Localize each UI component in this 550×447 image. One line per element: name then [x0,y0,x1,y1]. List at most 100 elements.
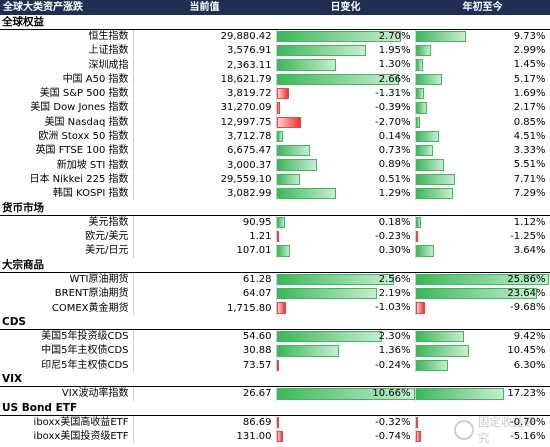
header-asset: 全球大类资产涨跌 [0,0,133,16]
daily-change-bar [276,116,302,128]
asset-name: 美元/日元 [0,243,134,259]
ytd-change-bar [415,302,426,314]
ytd-change-cell: 3.33% [415,143,550,159]
daily-change-value: 1.95% [378,45,411,57]
ytd-change-value: -5.16% [510,431,546,443]
daily-change-cell: -0.23% [276,229,416,245]
table-row: 中国 A50 指数 18,621.79 2.66% 5.17% [0,72,550,87]
ytd-change-bar [415,30,466,43]
ytd-change-bar [415,331,465,343]
daily-change-value: 0.30% [378,245,411,257]
ytd-change-cell: 9.42% [415,329,550,345]
daily-change-cell: 0.89% [276,157,416,173]
ytd-change-cell: 4.51% [415,129,550,145]
ytd-change-cell: 3.64% [415,243,550,259]
table-row: COMEX黄金期货 1,715.80 -1.03% -9.68% [0,300,550,316]
daily-change-value: -0.24% [375,359,411,371]
current-value: 29,559.10 [133,172,277,188]
ytd-change-value: 0.85% [513,116,546,128]
daily-change-cell: 1.36% [276,343,416,359]
current-value: 3,000.37 [133,157,277,173]
ytd-change-value: 5.51% [513,159,546,171]
asset-name: 印尼5年主权债CDS [0,358,134,373]
ytd-change-cell: 2.99% [415,43,550,59]
ytd-change-cell: -9.68% [415,300,550,316]
ytd-change-bar [415,102,427,114]
current-value: 3,712.78 [133,129,277,145]
table-row: 上证指数 3,576.91 1.95% 2.99% [0,43,550,59]
daily-change-bar [276,245,291,257]
daily-change-bar [276,130,283,143]
daily-change-value: 1.36% [378,345,411,357]
daily-change-value: -2.70% [375,116,411,128]
ytd-change-value: 3.64% [513,245,546,257]
current-value: 1.21 [133,229,277,245]
daily-change-cell: -0.32% [276,415,416,431]
daily-change-bar [276,359,280,371]
ytd-change-bar [415,159,444,171]
daily-change-value: -0.23% [375,230,411,242]
daily-change-value: 0.73% [378,145,411,157]
asset-name: VIX波动率指数 [0,386,134,402]
daily-change-bar [276,216,285,228]
daily-change-bar [276,145,311,157]
daily-change-cell: 0.30% [276,243,416,259]
asset-name: 美国 Dow Jones 指数 [0,100,134,116]
ytd-change-value: 2.17% [513,102,546,114]
ytd-change-bar [415,431,421,443]
table-row: BRENT原油期货 64.07 2.19% 23.64% [0,286,550,302]
daily-change-bar [276,59,337,71]
daily-change-value: -1.03% [375,302,411,314]
daily-change-value: 0.14% [378,130,411,142]
daily-change-cell: 2.56% [276,272,416,288]
header-ytd-change: 年初至今 [415,0,550,16]
daily-change-cell: 1.29% [276,186,416,202]
ytd-change-cell: 2.17% [415,100,550,116]
current-value: 64.07 [133,286,277,302]
ytd-change-cell: -1.25% [415,229,550,245]
table-row: iboxx美国投资级ETF 131.00 -0.74% -5.16% [0,429,550,445]
current-value: 29,880.42 [133,29,277,45]
table-row: 美国 Nasdaq 指数 12,997.75 -2.70% 0.85% [0,115,550,130]
current-value: 1,715.80 [133,300,277,316]
daily-change-bar [276,345,340,357]
table-row: 韩国 KOSPI 指数 3,082.99 1.29% 7.29% [0,186,550,202]
daily-change-cell: 1.30% [276,57,416,73]
ytd-change-cell: 7.29% [415,186,550,202]
daily-change-bar [276,73,399,85]
current-value: 61.28 [133,272,277,288]
ytd-change-bar [415,273,549,286]
ytd-change-bar [415,87,425,100]
ytd-change-value: 6.30% [513,359,546,371]
table-row: 欧洲 Stoxx 50 指数 3,712.78 0.14% 4.51% [0,129,550,145]
asset-name: iboxx美国投资级ETF [0,429,134,445]
daily-change-cell: 10.66% [276,386,416,402]
section-row: 货币市场 [0,200,550,216]
daily-change-value: 2.30% [378,331,411,343]
ytd-change-value: 1.69% [513,87,546,99]
daily-change-value: -0.39% [375,102,411,114]
daily-change-bar [276,87,289,100]
daily-change-cell: 0.51% [276,172,416,188]
ytd-change-value: 9.73% [513,30,546,42]
asset-name: 韩国 KOSPI 指数 [0,186,134,202]
daily-change-bar [276,288,378,300]
asset-name: WTI原油期货 [0,272,134,288]
current-value: 26.67 [133,386,277,402]
ytd-change-bar [415,230,419,243]
ytd-change-bar [415,359,448,371]
daily-change-bar [276,388,414,400]
current-value: 3,082.99 [133,186,277,202]
asset-name: 欧洲 Stoxx 50 指数 [0,129,134,145]
ytd-change-cell: 1.69% [415,86,550,102]
ytd-change-bar [415,245,435,257]
daily-change-cell: 0.18% [276,215,416,230]
daily-change-cell: -0.24% [276,358,416,373]
ytd-change-bar [415,173,456,186]
daily-change-value: 1.30% [378,59,411,71]
daily-change-bar [276,102,281,114]
ytd-change-bar [415,345,470,357]
daily-change-bar [276,302,286,314]
asset-name: 美元指数 [0,215,134,230]
ytd-change-bar [415,416,419,429]
